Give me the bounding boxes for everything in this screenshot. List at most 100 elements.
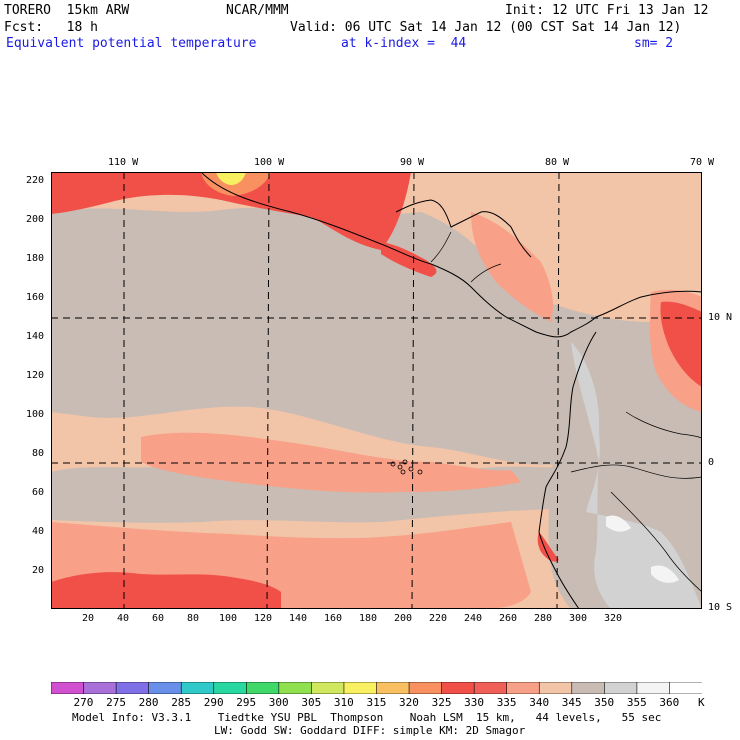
colorbar-swatch [148, 682, 183, 694]
colorbar-swatch [311, 682, 345, 694]
model-info-line2: LW: Godd SW: Goddard DIFF: simple KM: 2D… [214, 724, 526, 737]
lightgrey-andes [571, 342, 702, 609]
colorbar-label: 295 [236, 696, 257, 709]
x-tick-200: 200 [394, 613, 413, 624]
colorbar-label: 340 [529, 696, 550, 709]
meridian-80w [556, 172, 560, 609]
lat-label-10s: 10 S [708, 602, 733, 613]
colorbar-label: 350 [594, 696, 615, 709]
coastline-yucatan [395, 199, 532, 258]
colorbar-label: 355 [626, 696, 647, 709]
colorbar-unit: K [698, 696, 705, 709]
colorbar-label: 270 [73, 696, 94, 709]
colorbar-label: 315 [366, 696, 387, 709]
colorbar-swatch [343, 682, 378, 694]
init-time: Init: 12 UTC Fri 13 Jan 12 [505, 3, 709, 18]
theta-e-map [51, 172, 702, 609]
colorbar-swatch [571, 682, 606, 694]
colorbar-swatch [506, 682, 541, 694]
colorbar-label: 280 [138, 696, 159, 709]
lon-label-70w: 70 W [690, 157, 715, 168]
x-tick-240: 240 [464, 613, 483, 624]
y-tick-60: 60 [32, 487, 45, 498]
level-info: at k-index = 44 [341, 36, 467, 51]
red-patch-mexico [51, 172, 411, 250]
colorbar-label: 335 [496, 696, 517, 709]
colorbar-swatch [376, 682, 410, 694]
colorbar-label: 310 [333, 696, 354, 709]
y-tick-220: 220 [26, 175, 45, 186]
y-tick-40: 40 [32, 526, 45, 537]
y-tick-140: 140 [26, 331, 45, 342]
colorbar-label: 290 [203, 696, 224, 709]
colorbar-label: 285 [171, 696, 192, 709]
x-tick-280: 280 [534, 613, 553, 624]
lat-label-10n: 10 N [708, 312, 733, 323]
y-tick-20: 20 [32, 565, 45, 576]
colorbar-label: 345 [561, 696, 582, 709]
lat-label-0: 0 [708, 457, 715, 468]
map-frame [51, 172, 702, 609]
yellow-patch-mexico-core [216, 172, 246, 185]
meridian-100w [266, 172, 270, 609]
coastline-south-america [538, 290, 702, 609]
colorbar-swatch [538, 682, 573, 694]
meridian-90w [411, 172, 415, 609]
x-tick-40: 40 [117, 613, 130, 624]
red-patch-peru [537, 532, 559, 562]
colorbar-label: 275 [106, 696, 126, 709]
salmon-patch-caribbean [471, 212, 553, 322]
model-info-line1: Model Info: V3.3.1 Tiedtke YSU PBL Thomp… [72, 711, 662, 724]
forecast-hour: Fcst: 18 h [4, 20, 98, 35]
graticule [51, 172, 702, 609]
y-tick-100: 100 [26, 409, 45, 420]
coastline-central-america [200, 172, 597, 338]
country-borders [430, 231, 702, 593]
smoothing-info: sm= 2 [634, 36, 674, 51]
colorbar [51, 682, 702, 694]
colorbar-swatch [83, 682, 117, 694]
lon-label-90w: 90 W [400, 157, 425, 168]
valid-time: Valid: 06 UTC Sat 14 Jan 12 (00 CST Sat … [290, 20, 682, 35]
y-tick-180: 180 [26, 253, 45, 264]
colorbar-swatch [246, 682, 280, 694]
colorbar-label: 330 [464, 696, 484, 709]
y-tick-160: 160 [26, 292, 45, 303]
lon-label-100w: 100 W [254, 157, 285, 168]
x-tick-60: 60 [152, 613, 165, 624]
colorbar-label: 320 [399, 696, 419, 709]
lon-label-80w: 80 W [545, 157, 570, 168]
colorbar-swatch [51, 682, 85, 694]
x-tick-180: 180 [359, 613, 378, 624]
colorbar-swatch [278, 682, 313, 694]
lon-label-110w: 110 W [108, 157, 139, 168]
colorbar-swatch [441, 682, 475, 694]
x-tick-140: 140 [289, 613, 308, 624]
colorbar-swatch [115, 682, 150, 694]
white-patch-amazon [606, 515, 679, 583]
y-tick-200: 200 [26, 214, 45, 225]
red-patch-colombia [660, 301, 702, 387]
x-tick-100: 100 [219, 613, 238, 624]
grey-band-north [51, 207, 702, 465]
colorbar-swatch [180, 682, 215, 694]
colorbar-label: 360 [659, 696, 680, 709]
red-patch-guatemala [381, 242, 437, 277]
colorbar-label: 300 [268, 696, 289, 709]
colorbar-swatch [669, 682, 702, 694]
x-tick-260: 260 [499, 613, 518, 624]
x-tick-160: 160 [324, 613, 343, 624]
colorbar-swatch [473, 682, 508, 694]
field-name: Equivalent potential temperature [6, 36, 257, 51]
x-tick-320: 320 [604, 613, 623, 624]
x-tick-220: 220 [429, 613, 448, 624]
colorbar-label: 325 [431, 696, 452, 709]
x-tick-120: 120 [254, 613, 273, 624]
colorbar-swatch [408, 682, 443, 694]
colorbar-swatch [636, 682, 671, 694]
colorbar-swatch [213, 682, 248, 694]
x-tick-300: 300 [569, 613, 588, 624]
colorbar-swatch [604, 682, 638, 694]
y-tick-120: 120 [26, 370, 45, 381]
